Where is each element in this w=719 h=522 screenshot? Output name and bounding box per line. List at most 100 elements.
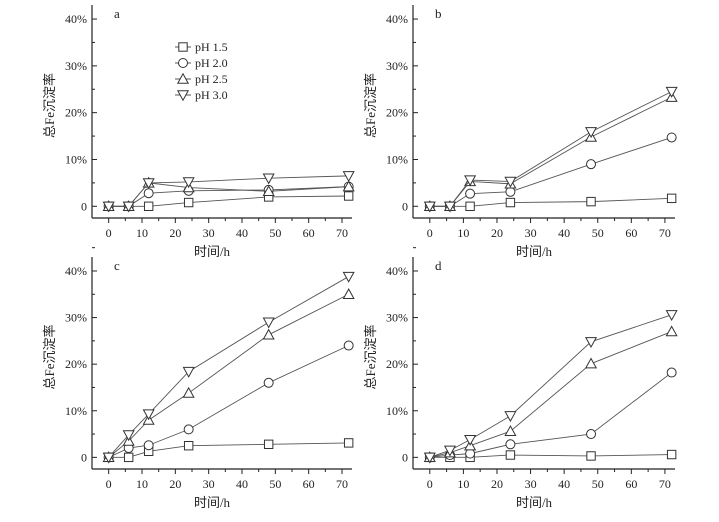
data-point <box>263 377 274 388</box>
series-line <box>108 345 349 458</box>
x-tick-label: 70 <box>336 226 348 240</box>
data-point <box>262 317 275 329</box>
data-point <box>423 201 436 213</box>
x-tick-label: 50 <box>269 226 281 240</box>
data-point <box>343 438 354 448</box>
y-axis-label: 总Fe沉淀率 <box>363 324 378 389</box>
x-tick-label: 70 <box>336 477 348 491</box>
x-axis-label: 时间/h <box>516 495 553 510</box>
data-point <box>183 441 194 451</box>
data-point <box>465 188 476 199</box>
series-square <box>425 449 677 463</box>
data-point <box>342 171 355 183</box>
series-triangle-up <box>102 176 355 211</box>
x-tick-label: 40 <box>236 226 248 240</box>
x-tick-label: 0 <box>106 477 112 491</box>
data-point <box>464 434 477 446</box>
series-line <box>429 314 672 458</box>
y-tick-label: 40% <box>386 12 408 26</box>
series-triangle-up <box>423 90 678 211</box>
series-triangle-down <box>102 271 355 464</box>
data-point <box>182 366 195 378</box>
data-point <box>505 450 516 460</box>
x-tick-label: 60 <box>303 477 315 491</box>
y-axis-label: 总Fe沉淀率 <box>42 324 57 389</box>
data-point <box>443 201 456 213</box>
x-tick-label: 10 <box>136 226 148 240</box>
series-triangle-up <box>102 288 355 463</box>
y-tick-label: 10% <box>65 152 87 166</box>
data-point <box>143 188 154 199</box>
x-tick-label: 50 <box>269 477 281 491</box>
data-point <box>665 325 678 337</box>
series-line <box>429 91 672 207</box>
y-tick-label: 0 <box>81 199 87 213</box>
y-tick-label: 20% <box>65 106 87 120</box>
x-tick-label: 20 <box>491 477 503 491</box>
series-square <box>425 193 677 211</box>
y-tick-label: 20% <box>386 106 408 120</box>
data-point <box>465 201 475 211</box>
series-line <box>108 293 349 458</box>
data-point <box>262 173 275 185</box>
data-point <box>143 440 154 451</box>
data-point <box>505 197 516 208</box>
x-tick-label: 20 <box>169 477 181 491</box>
x-tick-label: 50 <box>592 226 604 240</box>
data-point <box>182 386 195 398</box>
legend: pH 1.5 pH 2.0 pH 2.5 pH 3.0 <box>175 40 228 102</box>
panel-label: c <box>114 258 120 273</box>
x-tick-label: 30 <box>525 226 537 240</box>
legend-label: pH 2.0 <box>195 56 228 70</box>
series-triangle-down <box>423 310 678 464</box>
series-circle <box>424 132 677 212</box>
x-tick-label: 20 <box>169 226 181 240</box>
data-point <box>142 409 155 421</box>
data-point <box>584 357 598 369</box>
series-square <box>103 191 354 211</box>
y-tick-label: 40% <box>386 264 408 278</box>
x-tick-label: 10 <box>136 477 148 491</box>
data-point <box>465 448 476 459</box>
x-tick-label: 30 <box>525 477 537 491</box>
data-point <box>102 452 115 464</box>
data-point <box>586 159 597 170</box>
data-point <box>122 430 135 442</box>
x-tick-label: 60 <box>303 226 315 240</box>
x-axis-label: 时间/h <box>194 495 231 510</box>
data-point <box>504 411 517 423</box>
legend-marker <box>176 90 190 102</box>
panel-a: 0 10% 20% 30% 40% 0 10 20 30 40 50 60 70 时间/h 总Fe沉淀率 a p… <box>42 5 355 259</box>
y-tick-label: 0 <box>81 450 87 464</box>
data-point <box>102 201 115 213</box>
legend-label: pH 3.0 <box>195 88 228 102</box>
y-tick-label: 40% <box>65 264 87 278</box>
y-tick-label: 20% <box>65 357 87 371</box>
y-tick-label: 30% <box>65 59 87 73</box>
data-point <box>505 439 516 450</box>
x-tick-label: 10 <box>457 477 469 491</box>
data-point <box>505 186 516 197</box>
data-point <box>504 425 517 436</box>
x-tick-label: 30 <box>203 477 215 491</box>
data-point <box>342 288 355 299</box>
data-point <box>586 429 597 440</box>
panel-b: 0 10% 20% 30% 40% 0 10 20 30 40 50 60 70 时间/h 总Fe沉淀率 b <box>363 5 678 259</box>
data-point <box>262 185 275 197</box>
data-point <box>343 191 354 201</box>
x-tick-label: 20 <box>491 226 503 240</box>
x-axis-label: 时间/h <box>194 244 231 259</box>
x-tick-label: 30 <box>203 226 215 240</box>
series-line <box>429 372 672 458</box>
y-tick-label: 30% <box>386 59 408 73</box>
data-point <box>584 337 598 349</box>
data-point <box>183 424 194 435</box>
series-square <box>103 438 354 463</box>
data-point <box>443 445 456 457</box>
data-point <box>586 196 596 207</box>
data-point <box>665 86 678 98</box>
legend-label: pH 1.5 <box>195 40 228 54</box>
data-point <box>143 201 154 211</box>
x-tick-label: 0 <box>427 226 433 240</box>
